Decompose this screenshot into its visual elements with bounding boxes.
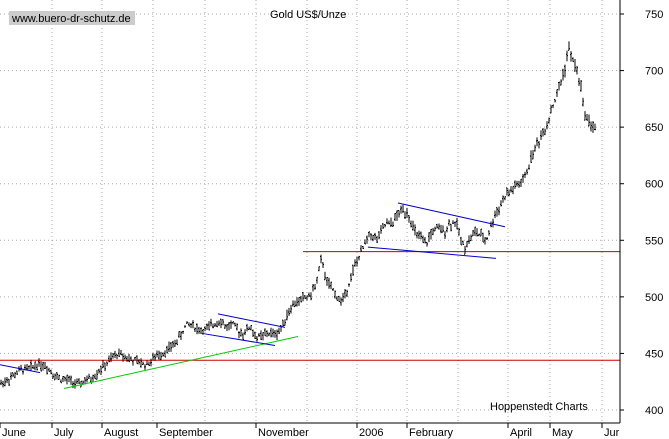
source-label: Hoppenstedt Charts [490, 401, 588, 413]
y-tick-label: 400 [645, 405, 663, 417]
chart-title: Gold US$/Unze [270, 9, 346, 21]
x-tick-label: 2006 [359, 427, 383, 439]
x-tick-label: September [159, 427, 213, 439]
y-tick-label: 600 [645, 179, 663, 191]
x-tick-label: July [54, 427, 74, 439]
x-tick-labels: June July August September November 2006 Febru… [0, 423, 620, 439]
watermark: www.buero-dr-schutz.de [11, 13, 131, 25]
y-tick-label: 700 [645, 66, 663, 78]
trend-line-green [63, 335, 299, 389]
y-tick-label: 550 [645, 235, 663, 247]
y-tick-label: 750 [645, 9, 663, 21]
trend-lines [0, 202, 506, 389]
y-tick-label: 650 [645, 122, 663, 134]
x-tick-label: August [104, 427, 138, 439]
x-tick-label: Jur [604, 427, 620, 439]
x-tick-label: May [552, 427, 573, 439]
trend-line-blue [367, 246, 497, 259]
y-tick-label: 500 [645, 292, 663, 304]
watermark-background [9, 11, 135, 25]
y-tick-label: 450 [645, 348, 663, 360]
x-tick-label: April [510, 427, 532, 439]
trend-line-blue [217, 313, 286, 328]
x-tick-label: February [409, 427, 454, 439]
trend-line-blue [0, 364, 41, 374]
trend-line-blue [397, 202, 506, 228]
price-bars [0, 41, 596, 389]
x-tick-label: June [2, 427, 26, 439]
y-tick-labels: 400 450 500 550 600 650 700 750 [620, 9, 663, 417]
x-tick-label: November [258, 427, 309, 439]
trend-line-blue [199, 332, 276, 347]
